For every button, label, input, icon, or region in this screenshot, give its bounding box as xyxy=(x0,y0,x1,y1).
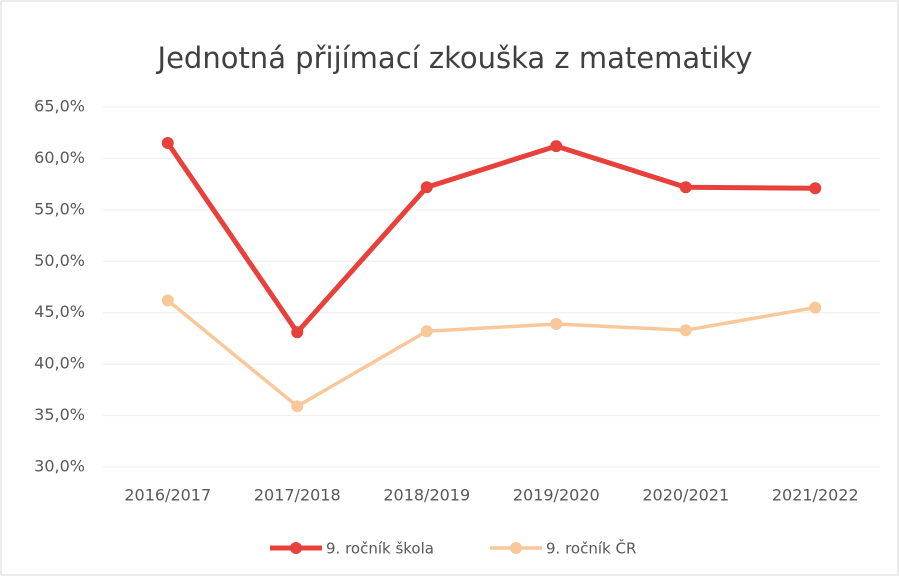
y-tick-label: 35,0% xyxy=(34,405,85,424)
series-line xyxy=(166,299,816,409)
x-tick-label: 2019/2020 xyxy=(513,486,600,505)
data-point xyxy=(420,181,433,194)
data-point xyxy=(161,294,174,307)
legend-label: 9. ročník škola xyxy=(326,540,434,558)
series-line xyxy=(165,141,816,335)
data-point xyxy=(679,324,692,337)
y-tick-label: 55,0% xyxy=(34,199,85,218)
data-point xyxy=(809,182,822,195)
y-tick-label: 65,0% xyxy=(34,97,85,116)
y-tick-label: 45,0% xyxy=(34,302,85,321)
x-tick-label: 2020/2021 xyxy=(642,486,729,505)
x-tick-label: 2016/2017 xyxy=(124,486,211,505)
legend-marker xyxy=(510,542,522,554)
data-point xyxy=(550,140,563,153)
chart-title: Jednotná přijímací zkouška z matematiky xyxy=(156,41,753,75)
data-point xyxy=(420,325,433,338)
data-point xyxy=(679,181,692,194)
x-tick-label: 2018/2019 xyxy=(383,486,470,505)
data-point xyxy=(291,326,304,339)
legend-marker xyxy=(290,542,302,554)
x-tick-label: 2017/2018 xyxy=(254,486,341,505)
x-tick-label: 2021/2022 xyxy=(772,486,859,505)
y-tick-label: 60,0% xyxy=(34,148,85,167)
data-point xyxy=(550,318,563,331)
y-tick-label: 40,0% xyxy=(34,354,85,373)
y-tick-label: 30,0% xyxy=(34,457,85,476)
y-tick-label: 50,0% xyxy=(34,251,85,270)
data-point xyxy=(809,301,822,314)
data-point xyxy=(161,137,174,149)
legend-label: 9. ročník ČR xyxy=(546,539,636,558)
data-point xyxy=(291,400,304,413)
